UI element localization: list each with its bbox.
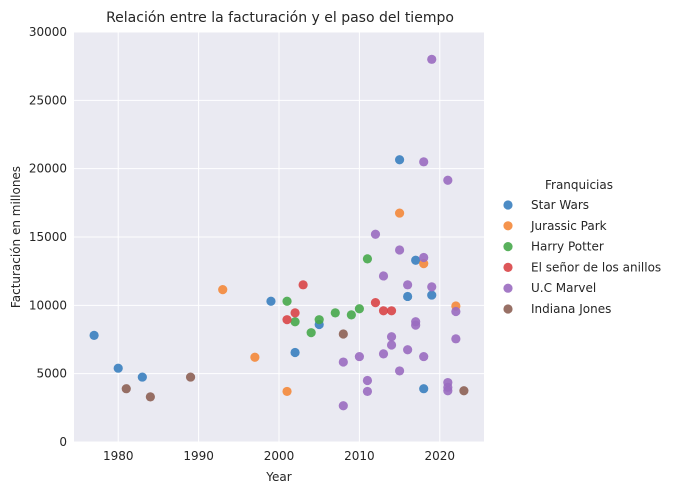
x-tick-label: 1980 (103, 449, 134, 463)
data-point (403, 345, 413, 355)
data-point (411, 255, 421, 265)
data-point (386, 340, 397, 350)
data-point (386, 332, 397, 342)
data-point (354, 304, 364, 314)
data-point (298, 280, 308, 290)
legend-marker (503, 262, 513, 272)
legend-label: Jurassic Park (530, 219, 607, 233)
data-point (443, 175, 453, 185)
data-point (451, 306, 461, 317)
x-axis-label: Year (265, 470, 291, 484)
y-tick-label: 5000 (36, 367, 67, 381)
data-point (330, 308, 340, 318)
y-tick-label: 25000 (29, 93, 67, 107)
legend-label: El señor de los anillos (531, 260, 661, 274)
data-points (89, 54, 469, 411)
legend-label: Harry Potter (531, 240, 604, 254)
data-point (338, 401, 348, 411)
data-point (394, 245, 405, 255)
x-tick-label: 1990 (183, 449, 214, 463)
data-point (394, 155, 405, 165)
data-point (362, 254, 373, 264)
legend-label: Star Wars (531, 198, 589, 212)
y-axis-label: Facturación en millones (9, 166, 23, 308)
legend-marker (503, 283, 513, 293)
data-point (427, 54, 437, 64)
legend-marker (503, 200, 513, 210)
legend-label: Indiana Jones (531, 302, 611, 316)
data-point (403, 280, 413, 290)
data-point (370, 229, 381, 239)
data-point (378, 271, 389, 281)
data-point (378, 306, 389, 316)
data-point (113, 363, 123, 373)
data-point (403, 291, 413, 302)
data-point (306, 328, 316, 338)
data-point (338, 357, 348, 367)
data-point (378, 349, 389, 359)
legend-marker (503, 304, 513, 314)
data-point (386, 306, 397, 316)
data-point (370, 298, 381, 308)
y-tick-label: 0 (59, 435, 67, 449)
x-tick-label: 2000 (264, 449, 295, 463)
y-tick-label: 15000 (29, 230, 67, 244)
data-point (419, 351, 429, 362)
data-point (282, 386, 292, 397)
data-point (443, 386, 453, 396)
y-tick-label: 20000 (29, 162, 67, 176)
x-tick-label: 2020 (425, 449, 456, 463)
data-point (419, 384, 429, 394)
y-gridlines (74, 31, 484, 443)
data-point (282, 296, 292, 306)
legend-marker (503, 242, 513, 252)
data-point (218, 285, 228, 295)
data-point (290, 317, 300, 327)
y-tick-label: 10000 (29, 298, 67, 312)
data-point (451, 334, 461, 344)
data-point (362, 386, 373, 397)
data-point (250, 352, 260, 362)
data-point (419, 252, 429, 263)
x-tick-label: 2010 (344, 449, 375, 463)
data-point (394, 366, 405, 376)
data-point (145, 392, 155, 402)
data-point (185, 372, 196, 382)
data-point (427, 290, 437, 300)
data-point (362, 375, 373, 386)
legend-label: U.C Marvel (531, 281, 596, 295)
data-point (266, 296, 276, 306)
data-point (459, 386, 469, 396)
data-point (354, 351, 364, 362)
data-point (411, 320, 421, 330)
data-point (314, 315, 324, 325)
legend-marker (503, 221, 513, 231)
data-point (290, 308, 300, 318)
data-point (137, 372, 147, 382)
data-point (290, 347, 300, 358)
legend-title: Franquicias (545, 178, 613, 192)
data-point (427, 282, 437, 292)
y-tick-label: 30000 (29, 25, 67, 39)
data-point (338, 329, 348, 339)
x-tick-labels: 1980 1990 2000 2010 2020 (103, 449, 455, 463)
data-point (282, 315, 292, 325)
legend: Franquicias Star Wars Jurassic Park Harry … (503, 178, 661, 316)
data-point (419, 157, 429, 167)
chart-title: Relación entre la facturación y el paso … (106, 10, 454, 26)
y-tick-labels: 0 5000 10000 15000 20000 25000 30000 (29, 25, 67, 449)
data-point (89, 330, 99, 340)
data-point (394, 208, 405, 218)
data-point (121, 384, 131, 394)
data-point (346, 310, 356, 320)
